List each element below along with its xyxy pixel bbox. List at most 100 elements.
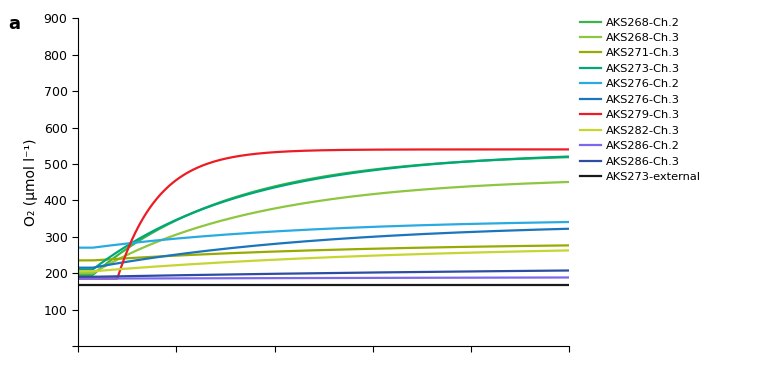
AKS276-Ch.3: [310, 238, 319, 243]
AKS286-Ch.3: [339, 270, 349, 275]
AKS271-Ch.3: [73, 258, 83, 263]
AKS282-Ch.3: [565, 248, 574, 252]
Line: AKS286-Ch.3: AKS286-Ch.3: [78, 270, 569, 277]
AKS279-Ch.3: [339, 148, 349, 152]
Line: AKS279-Ch.3: AKS279-Ch.3: [78, 149, 569, 279]
AKS276-Ch.3: [73, 265, 83, 270]
AKS276-Ch.2: [310, 227, 319, 231]
AKS268-Ch.2: [339, 171, 349, 176]
AKS268-Ch.3: [366, 192, 375, 197]
AKS279-Ch.3: [73, 276, 83, 281]
AKS279-Ch.3: [553, 147, 562, 152]
AKS273-Ch.3: [565, 154, 574, 159]
Line: AKS273-Ch.3: AKS273-Ch.3: [78, 156, 569, 269]
AKS271-Ch.3: [339, 247, 349, 252]
AKS276-Ch.3: [565, 227, 574, 231]
AKS286-Ch.2: [339, 276, 349, 280]
AKS286-Ch.2: [310, 276, 319, 280]
AKS282-Ch.3: [553, 248, 562, 253]
AKS276-Ch.2: [366, 225, 375, 229]
AKS276-Ch.2: [476, 222, 485, 226]
Legend: AKS268-Ch.2, AKS268-Ch.3, AKS271-Ch.3, AKS273-Ch.3, AKS276-Ch.2, AKS276-Ch.3, AK: AKS268-Ch.2, AKS268-Ch.3, AKS271-Ch.3, A…: [580, 18, 701, 182]
AKS273-Ch.3: [307, 177, 316, 182]
AKS282-Ch.3: [307, 256, 316, 260]
AKS286-Ch.2: [553, 275, 562, 280]
AKS279-Ch.3: [565, 147, 574, 152]
AKS276-Ch.3: [476, 229, 485, 234]
AKS273-Ch.3: [553, 155, 562, 159]
AKS268-Ch.2: [553, 155, 562, 160]
AKS276-Ch.3: [339, 236, 349, 241]
AKS268-Ch.2: [73, 273, 83, 277]
AKS279-Ch.3: [366, 148, 375, 152]
AKS276-Ch.2: [565, 220, 574, 224]
AKS268-Ch.3: [553, 180, 562, 185]
Line: AKS286-Ch.2: AKS286-Ch.2: [78, 277, 569, 279]
AKS273-Ch.3: [73, 267, 83, 272]
AKS268-Ch.2: [310, 176, 319, 180]
AKS273-Ch.3: [339, 172, 349, 177]
AKS286-Ch.3: [553, 268, 562, 273]
Line: AKS282-Ch.3: AKS282-Ch.3: [78, 250, 569, 271]
AKS268-Ch.3: [339, 195, 349, 200]
AKS273-external: [73, 283, 83, 287]
AKS268-Ch.3: [565, 180, 574, 184]
AKS286-Ch.3: [73, 275, 83, 279]
AKS273-Ch.3: [476, 159, 485, 163]
AKS273-Ch.3: [366, 169, 375, 173]
AKS286-Ch.2: [476, 275, 485, 280]
AKS286-Ch.3: [366, 270, 375, 275]
AKS286-Ch.3: [565, 268, 574, 273]
AKS282-Ch.3: [310, 256, 319, 260]
AKS276-Ch.2: [307, 227, 316, 232]
AKS273-Ch.3: [310, 177, 319, 181]
AKS268-Ch.3: [310, 199, 319, 204]
AKS286-Ch.2: [73, 276, 83, 281]
Line: AKS268-Ch.3: AKS268-Ch.3: [78, 182, 569, 273]
AKS273-external: [476, 283, 485, 287]
AKS282-Ch.3: [366, 254, 375, 258]
Line: AKS276-Ch.2: AKS276-Ch.2: [78, 222, 569, 248]
AKS282-Ch.3: [476, 250, 485, 255]
AKS286-Ch.2: [366, 276, 375, 280]
AKS268-Ch.2: [476, 159, 485, 163]
AKS286-Ch.2: [565, 275, 574, 280]
AKS273-external: [553, 283, 562, 287]
AKS273-external: [307, 283, 316, 287]
AKS271-Ch.3: [366, 247, 375, 251]
AKS273-external: [310, 283, 319, 287]
AKS271-Ch.3: [565, 243, 574, 248]
AKS268-Ch.3: [476, 184, 485, 188]
Line: AKS276-Ch.3: AKS276-Ch.3: [78, 229, 569, 268]
AKS276-Ch.2: [553, 220, 562, 224]
AKS268-Ch.2: [307, 177, 316, 181]
AKS286-Ch.3: [476, 269, 485, 273]
AKS276-Ch.2: [339, 226, 349, 230]
AKS286-Ch.3: [307, 271, 316, 276]
AKS271-Ch.3: [307, 248, 316, 252]
AKS268-Ch.2: [366, 168, 375, 172]
AKS271-Ch.3: [310, 248, 319, 252]
AKS276-Ch.3: [553, 227, 562, 231]
AKS279-Ch.3: [476, 147, 485, 152]
Text: a: a: [8, 15, 20, 33]
AKS273-external: [565, 283, 574, 287]
AKS279-Ch.3: [310, 148, 319, 153]
AKS273-external: [339, 283, 349, 287]
Line: AKS271-Ch.3: AKS271-Ch.3: [78, 245, 569, 261]
AKS276-Ch.3: [366, 235, 375, 239]
AKS282-Ch.3: [339, 255, 349, 259]
AKS276-Ch.2: [73, 245, 83, 250]
AKS268-Ch.2: [565, 155, 574, 159]
AKS273-external: [366, 283, 375, 287]
AKS282-Ch.3: [73, 269, 83, 273]
AKS271-Ch.3: [553, 243, 562, 248]
Y-axis label: O₂ (μmol l⁻¹): O₂ (μmol l⁻¹): [24, 138, 38, 226]
AKS271-Ch.3: [476, 244, 485, 249]
AKS268-Ch.3: [73, 271, 83, 275]
Line: AKS268-Ch.2: AKS268-Ch.2: [78, 157, 569, 275]
AKS276-Ch.3: [307, 239, 316, 243]
AKS268-Ch.3: [307, 200, 316, 204]
AKS286-Ch.2: [307, 276, 316, 280]
AKS286-Ch.3: [310, 271, 319, 276]
